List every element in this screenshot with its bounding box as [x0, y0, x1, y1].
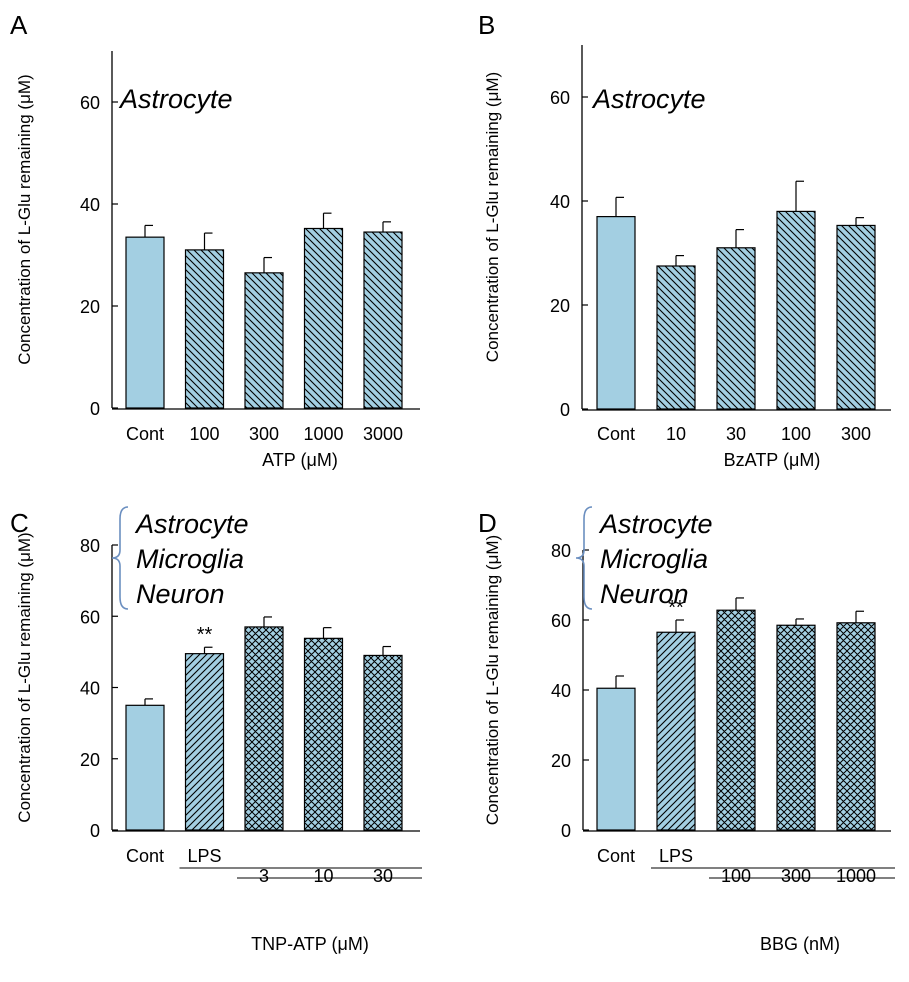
x-tick-label: 300 [249, 424, 279, 444]
chart-panel-a: A 0 20 40 60 Concentration of L-Glu remaining… [10, 10, 420, 470]
bar [184, 653, 225, 831]
bar [363, 231, 403, 409]
cell-line-label: Astrocyte [598, 509, 713, 539]
cell-line-label: Neuron [136, 579, 225, 609]
cell-line-label: Microglia [600, 544, 708, 574]
y-tick-label: 40 [550, 192, 570, 212]
bar [776, 210, 816, 410]
panel-label: C [10, 508, 29, 538]
chart-panel-d: D 0 20 40 60 80 Concentration of L-Glu remaini… [478, 506, 895, 954]
bar [125, 236, 165, 409]
bar [303, 227, 344, 409]
bar [656, 265, 696, 410]
y-tick-label: 20 [550, 296, 570, 316]
chart-panel-b: B 0 20 40 60 Concentration of L-Glu remaining… [478, 10, 891, 470]
y-axis-label: Concentration of L-Glu remaining (μM) [15, 532, 34, 822]
bar [184, 249, 225, 409]
y-tick-label: 40 [80, 195, 100, 215]
panel-label: B [478, 10, 495, 40]
x-tick-label: LPS [659, 846, 693, 866]
x-tick-label: 100 [781, 424, 811, 444]
significance-marker: ** [668, 597, 684, 619]
y-tick-label: 40 [80, 679, 100, 699]
x-axis-label: BBG (nM) [760, 934, 840, 954]
y-tick-label: 60 [551, 611, 571, 631]
bar [363, 654, 403, 831]
bar [125, 704, 165, 831]
x-tick-label: 300 [781, 866, 811, 886]
x-tick-label: 10 [666, 424, 686, 444]
y-axis-label: Concentration of L-Glu remaining (μM) [483, 72, 502, 362]
panel-label: D [478, 508, 497, 538]
y-tick-label: 20 [551, 751, 571, 771]
bar [776, 624, 816, 831]
x-tick-label: 100 [721, 866, 751, 886]
x-tick-label: 30 [373, 866, 393, 886]
significance-marker: ** [197, 624, 213, 646]
y-tick-label: 60 [80, 607, 100, 627]
bar [596, 687, 636, 831]
x-tick-label: 3 [259, 866, 269, 886]
y-tick-label: 0 [90, 821, 100, 841]
bar [596, 216, 636, 410]
y-tick-label: 0 [561, 821, 571, 841]
cell-line-label: Microglia [136, 544, 244, 574]
y-tick-label: 0 [560, 400, 570, 420]
x-tick-label: 3000 [363, 424, 403, 444]
bar [836, 622, 876, 831]
cell-line-label: Neuron [600, 579, 689, 609]
chart-panel-c: C 0 20 40 60 80 Concentration of L-Glu remaini… [10, 506, 422, 954]
x-tick-label: 100 [189, 424, 219, 444]
y-tick-label: 40 [551, 681, 571, 701]
bar [716, 247, 756, 410]
x-tick-label: Cont [126, 846, 164, 866]
x-tick-label: Cont [597, 424, 635, 444]
y-tick-label: 80 [80, 536, 100, 556]
bar [303, 637, 344, 831]
y-axis-label: Concentration of L-Glu remaining (μM) [15, 74, 34, 364]
x-axis-label: TNP-ATP (μM) [251, 934, 369, 954]
panel-label: A [10, 10, 28, 40]
brace-icon [111, 506, 129, 610]
bar [244, 626, 284, 831]
y-tick-label: 0 [90, 399, 100, 419]
y-axis-label: Concentration of L-Glu remaining (μM) [483, 535, 502, 825]
x-axis-label: BzATP (μM) [724, 450, 821, 470]
x-axis-label: ATP (μM) [262, 450, 338, 470]
x-tick-label: 300 [841, 424, 871, 444]
bar [836, 224, 876, 410]
bar [716, 609, 756, 831]
x-tick-label: 10 [313, 866, 333, 886]
x-tick-label: LPS [187, 846, 221, 866]
x-tick-label: Cont [126, 424, 164, 444]
y-tick-label: 20 [80, 750, 100, 770]
bar [244, 272, 284, 409]
x-tick-label: 1000 [836, 866, 876, 886]
y-tick-label: 20 [80, 297, 100, 317]
y-tick-label: 60 [550, 88, 570, 108]
y-tick-label: 60 [80, 93, 100, 113]
x-tick-label: Cont [597, 846, 635, 866]
x-tick-label: 30 [726, 424, 746, 444]
y-tick-label: 80 [551, 541, 571, 561]
cell-line-label: Astrocyte [118, 84, 233, 114]
x-tick-label: 1000 [303, 424, 343, 444]
cell-line-label: Astrocyte [591, 84, 706, 114]
bar [656, 631, 696, 831]
brace-icon [575, 506, 593, 610]
cell-line-label: Astrocyte [134, 509, 249, 539]
